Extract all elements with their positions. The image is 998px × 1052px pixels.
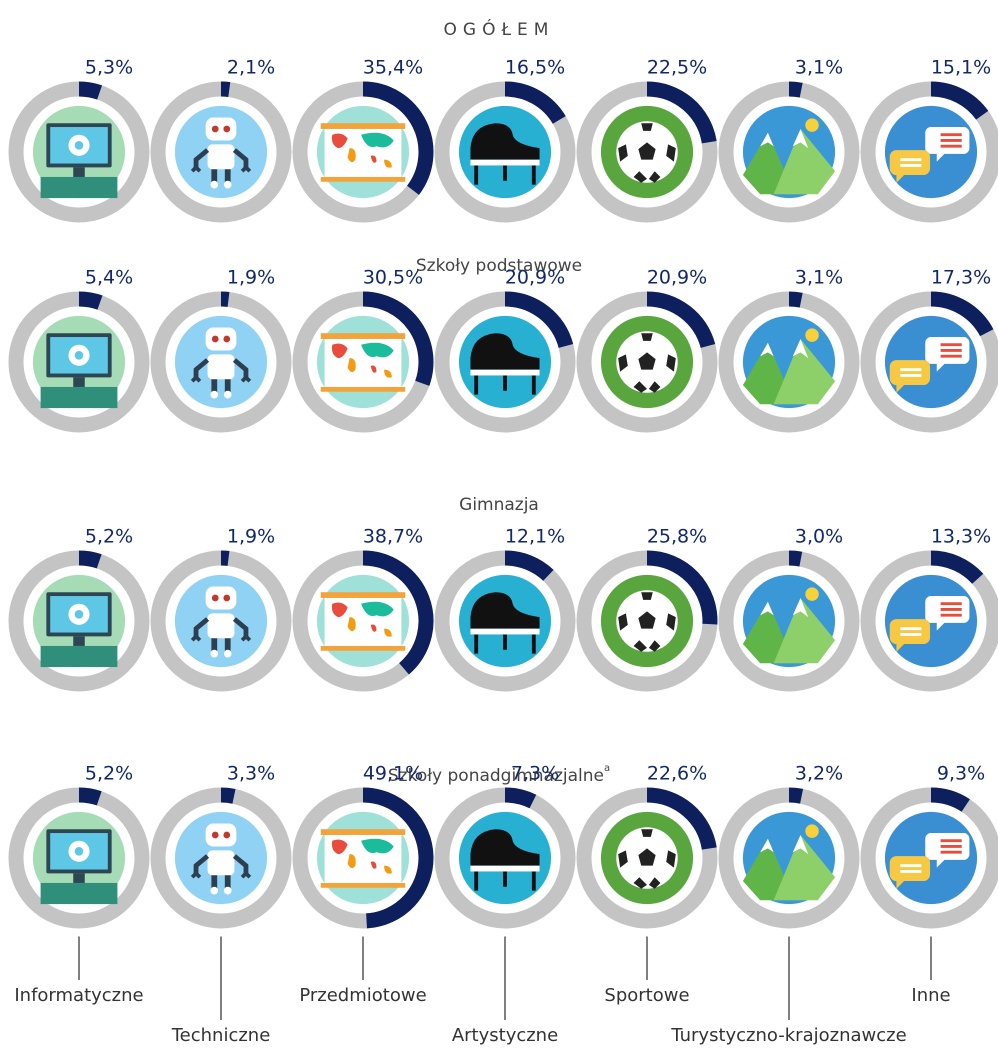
- category-icon: [316, 574, 410, 668]
- donut-arc: [788, 550, 803, 567]
- category-label: Turystyczno-krajoznawcze: [670, 1025, 906, 1046]
- category-icon: [457, 104, 553, 200]
- donut-arc: [78, 550, 102, 569]
- donut-arc: [362, 550, 434, 675]
- category-label: Inne: [911, 985, 950, 1006]
- category-label: Artystyczne: [452, 1025, 558, 1046]
- value-label: 9,3%: [937, 763, 985, 785]
- category-icon: [316, 315, 410, 409]
- group-title-text: Szkoły podstawowe: [416, 256, 582, 276]
- value-label: 15,1%: [931, 57, 991, 79]
- category-icon: [32, 574, 126, 668]
- category-icon: [883, 314, 979, 410]
- category-icon: [175, 106, 267, 198]
- donut-arc: [788, 291, 803, 308]
- group-title: OGÓŁEM: [444, 18, 555, 40]
- category-icon: [457, 314, 553, 410]
- donut-arc: [362, 787, 434, 929]
- donut-arc: [504, 787, 537, 809]
- donut-arc: [930, 550, 984, 585]
- category-icon: [316, 105, 410, 199]
- category-icon: [742, 105, 836, 199]
- donut-arc: [504, 550, 554, 581]
- category-label: Przedmiotowe: [299, 985, 426, 1006]
- category-label: Sportowe: [604, 985, 689, 1006]
- value-label: 12,1%: [505, 526, 565, 548]
- value-label: 2,1%: [227, 57, 275, 79]
- donut-arc: [930, 81, 989, 120]
- donut-arc: [362, 291, 434, 386]
- category-icon: [32, 315, 126, 409]
- category-icon: [600, 574, 694, 668]
- category-icon: [600, 105, 694, 199]
- value-label: 25,8%: [647, 526, 707, 548]
- value-label: 16,5%: [505, 57, 565, 79]
- donut-arc: [930, 291, 994, 337]
- donut-arc: [646, 550, 718, 625]
- donut-arc: [220, 787, 236, 804]
- group-title: Gimnazja: [459, 495, 539, 515]
- footnote-mark: a: [604, 763, 610, 774]
- category-icon: [175, 316, 267, 408]
- category-label: Informatyczne: [14, 985, 143, 1006]
- category-icon: [742, 574, 836, 668]
- donut-arc: [78, 787, 102, 806]
- value-label: 49,1%: [363, 763, 423, 785]
- category-icon: [742, 811, 836, 905]
- category-icon: [883, 810, 979, 906]
- donut-arc: [646, 291, 716, 349]
- category-icon: [457, 810, 553, 906]
- group-title-text: Szkoły ponadgimnazjalne: [388, 766, 604, 786]
- category-icon: [600, 811, 694, 905]
- value-label: 5,2%: [85, 763, 133, 785]
- value-label: 17,3%: [931, 267, 991, 289]
- donut-arc: [788, 787, 804, 804]
- category-icon: [883, 104, 979, 200]
- donut-arc: [220, 81, 231, 97]
- category-icon: [32, 811, 126, 905]
- value-label: 30,5%: [363, 267, 423, 289]
- category-icon: [316, 811, 410, 905]
- donut-arc: [930, 787, 970, 812]
- donut-arc: [788, 81, 803, 98]
- donut-arc: [78, 81, 103, 100]
- value-label: 5,3%: [85, 57, 133, 79]
- donut-arc: [504, 81, 566, 125]
- value-label: 3,0%: [795, 526, 843, 548]
- value-label: 3,1%: [795, 267, 843, 289]
- value-label: 3,2%: [795, 763, 843, 785]
- value-label: 7,3%: [511, 763, 559, 785]
- value-label: 22,5%: [647, 57, 707, 79]
- group-title: Szkoły ponadgimnazjalnea: [388, 763, 610, 786]
- value-label: 13,3%: [931, 526, 991, 548]
- category-icon: [457, 573, 553, 669]
- donut-arc: [78, 291, 103, 310]
- category-label: Techniczne: [171, 1025, 271, 1046]
- category-icon: [600, 315, 694, 409]
- group-title: Szkoły podstawowe: [416, 256, 582, 276]
- donut-arc: [646, 787, 717, 850]
- donut-arc: [362, 81, 434, 195]
- category-icon: [175, 575, 267, 667]
- value-label: 35,4%: [363, 57, 423, 79]
- value-label: 5,4%: [85, 267, 133, 289]
- value-label: 3,3%: [227, 763, 275, 785]
- category-icon: [883, 573, 979, 669]
- value-label: 5,2%: [85, 526, 133, 548]
- category-icon: [32, 105, 126, 199]
- category-icon: [742, 315, 836, 409]
- group-title-text: OGÓŁEM: [444, 18, 555, 40]
- value-label: 38,7%: [363, 526, 423, 548]
- category-icon: [175, 812, 267, 904]
- value-label: 1,9%: [227, 267, 275, 289]
- value-label: 3,1%: [795, 57, 843, 79]
- donut-arc: [504, 291, 574, 349]
- value-label: 20,9%: [505, 267, 565, 289]
- value-label: 22,6%: [647, 763, 707, 785]
- donut-arc: [646, 81, 717, 144]
- value-label: 20,9%: [647, 267, 707, 289]
- group-title-text: Gimnazja: [459, 495, 539, 515]
- value-label: 1,9%: [227, 526, 275, 548]
